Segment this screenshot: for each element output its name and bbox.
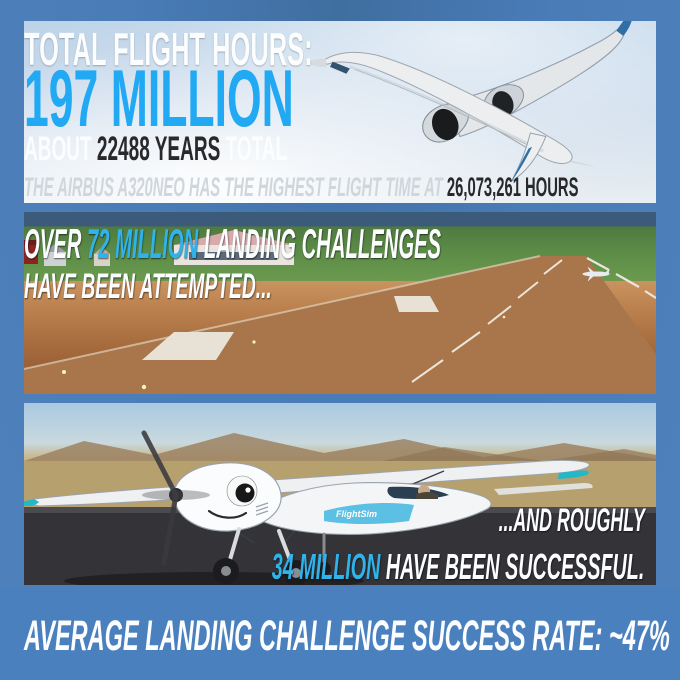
- svg-text:FlightSim: FlightSim: [336, 509, 377, 519]
